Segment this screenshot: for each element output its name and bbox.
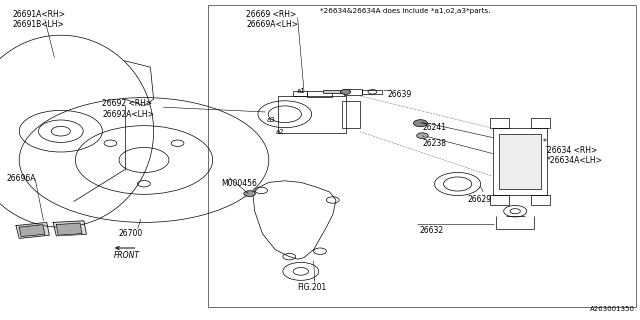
Text: 26241: 26241 bbox=[422, 123, 447, 132]
Text: FRONT: FRONT bbox=[114, 251, 140, 260]
Polygon shape bbox=[16, 222, 49, 238]
Bar bbox=[493, 128, 547, 195]
Bar bbox=[323, 90, 344, 93]
Text: 26700: 26700 bbox=[118, 229, 143, 238]
Text: a3: a3 bbox=[266, 117, 275, 123]
Text: 26238: 26238 bbox=[422, 139, 447, 148]
Text: FIG.201: FIG.201 bbox=[298, 283, 327, 292]
Circle shape bbox=[244, 191, 255, 196]
Polygon shape bbox=[56, 223, 82, 235]
Text: a1: a1 bbox=[297, 88, 306, 94]
Bar bbox=[208, 5, 636, 307]
Bar bbox=[293, 91, 307, 96]
Circle shape bbox=[340, 89, 351, 94]
Bar bbox=[278, 96, 346, 133]
Text: 26669 <RH>
26669A<LH>: 26669 <RH> 26669A<LH> bbox=[246, 10, 298, 29]
Bar bbox=[531, 195, 550, 205]
Bar bbox=[307, 91, 332, 97]
Circle shape bbox=[413, 120, 428, 127]
Text: M000456: M000456 bbox=[221, 179, 257, 188]
Text: *: * bbox=[543, 138, 547, 147]
Polygon shape bbox=[19, 225, 45, 236]
Bar bbox=[342, 101, 360, 128]
Bar bbox=[344, 89, 362, 95]
Text: 26629: 26629 bbox=[467, 195, 492, 204]
Text: *26634&26634A does include *a1,o2,a3*parts.: *26634&26634A does include *a1,o2,a3*par… bbox=[320, 8, 490, 14]
Circle shape bbox=[417, 133, 428, 139]
Text: 26696A: 26696A bbox=[6, 174, 36, 183]
Bar bbox=[490, 195, 509, 205]
Bar bbox=[531, 118, 550, 128]
Text: 26692 <RH>
26692A<LH>: 26692 <RH> 26692A<LH> bbox=[102, 99, 154, 119]
Text: a2: a2 bbox=[275, 129, 284, 135]
Bar bbox=[362, 90, 382, 94]
Text: 26691A<RH>
26691B<LH>: 26691A<RH> 26691B<LH> bbox=[13, 10, 66, 29]
Bar bbox=[499, 134, 541, 189]
Polygon shape bbox=[53, 221, 86, 236]
Text: A263001350: A263001350 bbox=[590, 306, 635, 312]
Text: 26632: 26632 bbox=[419, 226, 444, 235]
Bar bbox=[490, 118, 509, 128]
Text: 26639: 26639 bbox=[387, 90, 412, 99]
Text: 26634 <RH>
*26634A<LH>: 26634 <RH> *26634A<LH> bbox=[547, 146, 603, 165]
